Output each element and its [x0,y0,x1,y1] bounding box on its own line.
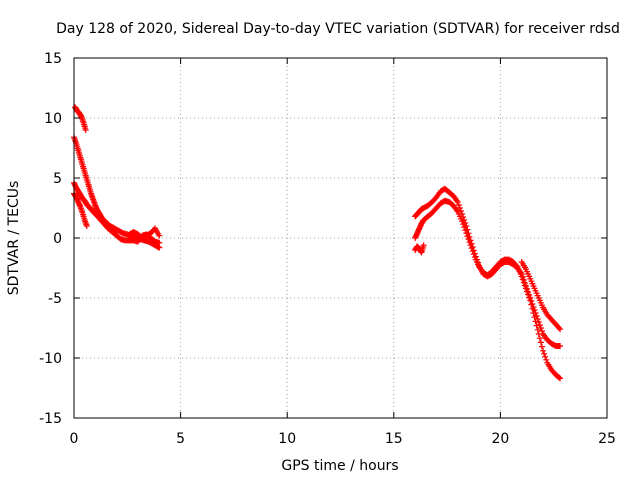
data-point [460,221,467,228]
data-point [529,305,536,312]
data-point [556,374,563,381]
y-tick-label: 15 [44,51,62,67]
data-point [466,239,473,246]
y-tick-label: -10 [39,351,62,367]
data-point [83,223,90,229]
y-tick-label: -5 [48,291,62,307]
data-point [82,127,89,133]
y-axis-label: SDTVAR / TECUs [6,181,22,296]
data-point [535,331,542,337]
data-point [463,230,470,237]
data-point [526,294,533,301]
data-point [518,273,525,280]
data-point [519,276,526,283]
data-point [532,318,539,325]
x-tick-label: 0 [70,431,79,447]
x-tick-label: 20 [491,431,509,447]
data-point [513,262,520,269]
series-track-d [71,190,90,229]
data-point [538,328,545,334]
series-track-g [412,197,564,382]
chart-title: Day 128 of 2020, Sidereal Day-to-day VTE… [56,21,620,37]
data-point [156,239,163,246]
data-point [462,227,469,234]
axis-ticks [73,57,608,419]
data-point [461,224,468,231]
series-track-i [518,259,564,333]
tick-labels: 0 5 10 15 20 25 -15 -10 -5 0 5 10 15 [39,51,616,447]
data-point [520,279,527,286]
data-point [459,218,466,225]
data-point [537,325,544,331]
data-points [71,104,564,382]
grid-lines [74,58,607,418]
data-point [541,350,548,357]
data-point [557,343,564,349]
data-point [533,322,540,329]
data-point [465,236,472,243]
x-axis-label: GPS time / hours [281,458,398,474]
data-point [531,314,538,321]
y-tick-label: 0 [53,231,62,247]
x-tick-label: 5 [176,431,185,447]
x-tick-label: 10 [278,431,296,447]
series-track-h [412,242,427,256]
data-point [524,288,531,295]
data-point [537,339,544,346]
data-point [540,347,547,354]
data-point [470,251,477,258]
x-tick-label: 15 [385,431,403,447]
data-point [538,343,545,350]
x-tick-label: 25 [598,431,616,447]
data-point [557,375,564,382]
series-track-a [72,104,89,133]
series-track-e [126,225,163,241]
data-point [420,242,427,249]
data-point [464,233,471,240]
data-point [522,285,529,292]
y-tick-label: 10 [44,111,62,127]
data-point [543,356,550,363]
y-tick-label: -15 [39,411,62,427]
data-point [536,335,543,342]
data-point [557,326,564,333]
data-point [468,245,475,252]
data-point [525,291,532,298]
data-point [534,326,541,333]
data-point [467,242,474,249]
data-point [156,232,163,239]
y-tick-label: 5 [53,171,62,187]
data-point [556,325,563,331]
data-point [528,301,535,308]
data-point [527,297,534,304]
data-point [454,199,461,205]
data-point [542,353,549,360]
series-track-c [71,179,163,246]
data-point [530,310,537,316]
data-point [469,248,476,255]
data-point [455,202,462,208]
data-point [521,282,528,289]
